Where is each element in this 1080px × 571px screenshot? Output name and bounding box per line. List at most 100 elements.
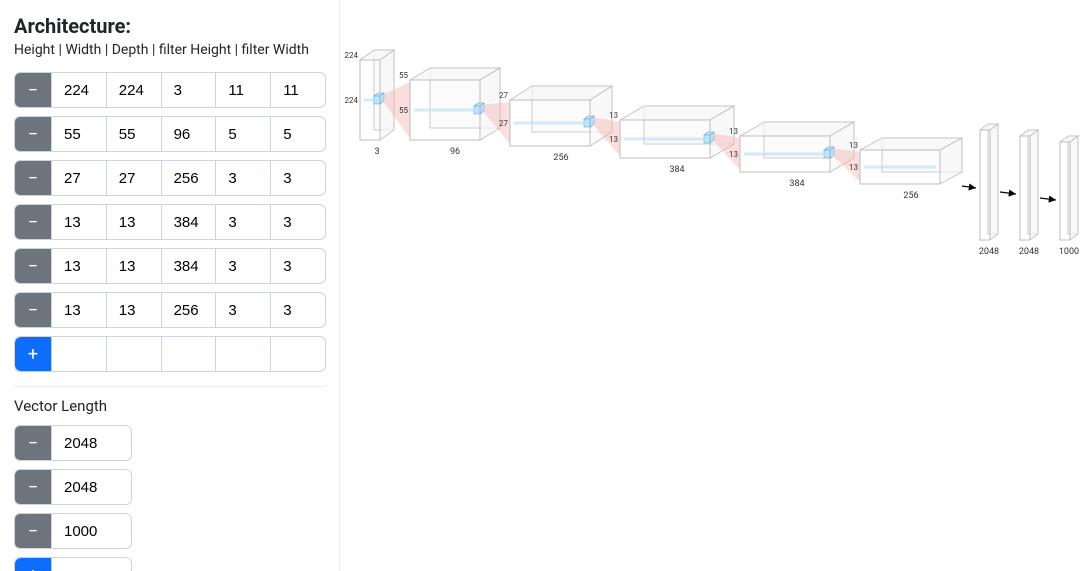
svg-text:384: 384 — [789, 179, 804, 189]
remove-button[interactable]: − — [15, 426, 51, 460]
remove-button[interactable]: − — [15, 514, 51, 548]
layer-input-d[interactable] — [172, 301, 206, 320]
layer-cell-h[interactable] — [51, 161, 106, 195]
layer-input-fw[interactable] — [281, 169, 315, 188]
layer-input-empty[interactable] — [117, 345, 151, 364]
vector-input[interactable] — [62, 478, 121, 497]
layer-cell-fh[interactable] — [215, 249, 270, 283]
vector-cell-empty[interactable] — [51, 558, 131, 571]
layer-input-h[interactable] — [62, 301, 96, 320]
add-button[interactable]: + — [15, 558, 51, 571]
layer-cell-h[interactable] — [51, 293, 106, 327]
layer-input-h[interactable] — [62, 169, 96, 188]
vector-input[interactable] — [62, 434, 121, 453]
layer-cell-empty[interactable] — [161, 337, 216, 371]
layer-input-fh[interactable] — [226, 301, 260, 320]
layer-add-row: + — [14, 336, 326, 372]
remove-button[interactable]: − — [15, 205, 51, 239]
layer-input-fw[interactable] — [281, 301, 315, 320]
layer-input-d[interactable] — [172, 125, 206, 144]
layer-input-d[interactable] — [172, 213, 206, 232]
layer-cell-d[interactable] — [161, 161, 216, 195]
layer-input-w[interactable] — [117, 257, 151, 276]
layer-cell-d[interactable] — [161, 117, 216, 151]
layer-input-fh[interactable] — [226, 81, 260, 100]
layer-cell-fw[interactable] — [270, 161, 325, 195]
svg-text:55: 55 — [399, 106, 408, 115]
layer-cell-w[interactable] — [106, 117, 161, 151]
layer-cell-fh[interactable] — [215, 73, 270, 107]
layer-cell-empty[interactable] — [215, 337, 270, 371]
remove-button[interactable]: − — [15, 293, 51, 327]
remove-button[interactable]: − — [15, 161, 51, 195]
layer-input-w[interactable] — [117, 125, 151, 144]
layer-cell-empty[interactable] — [51, 337, 106, 371]
layer-input-w[interactable] — [117, 81, 151, 100]
layer-input-d[interactable] — [172, 169, 206, 188]
layer-cell-d[interactable] — [161, 205, 216, 239]
layer-input-fw[interactable] — [281, 257, 315, 276]
layer-cell-w[interactable] — [106, 249, 161, 283]
vector-input-empty[interactable] — [62, 566, 121, 571]
layer-cell-fh[interactable] — [215, 161, 270, 195]
layer-input-h[interactable] — [62, 81, 96, 100]
layer-row: − — [14, 72, 326, 108]
layer-input-h[interactable] — [62, 213, 96, 232]
layer-cell-h[interactable] — [51, 249, 106, 283]
layer-cell-d[interactable] — [161, 73, 216, 107]
layer-cell-fw[interactable] — [270, 293, 325, 327]
layer-cell-fw[interactable] — [270, 73, 325, 107]
layer-cell-fh[interactable] — [215, 293, 270, 327]
remove-button[interactable]: − — [15, 470, 51, 504]
layer-input-fw[interactable] — [281, 213, 315, 232]
layer-cell-fw[interactable] — [270, 249, 325, 283]
svg-text:2048: 2048 — [1019, 247, 1039, 257]
svg-text:224: 224 — [345, 96, 359, 105]
layer-cell-h[interactable] — [51, 73, 106, 107]
layer-input-w[interactable] — [117, 301, 151, 320]
layer-cell-h[interactable] — [51, 117, 106, 151]
viz-svg: 2242243555596272725613133841313384131325… — [340, 0, 1080, 400]
layer-cell-h[interactable] — [51, 205, 106, 239]
layer-cell-w[interactable] — [106, 73, 161, 107]
layer-cell-empty[interactable] — [270, 337, 325, 371]
layer-cell-fw[interactable] — [270, 205, 325, 239]
config-panel: Architecture: Height | Width | Depth | f… — [0, 0, 340, 571]
layer-input-w[interactable] — [117, 213, 151, 232]
layer-input-empty[interactable] — [226, 345, 260, 364]
layer-input-fh[interactable] — [226, 125, 260, 144]
layer-input-fh[interactable] — [226, 257, 260, 276]
add-button[interactable]: + — [15, 337, 51, 371]
vector-cell[interactable] — [51, 470, 131, 504]
layer-input-fw[interactable] — [281, 125, 315, 144]
layer-cell-fh[interactable] — [215, 205, 270, 239]
vector-title: Vector Length — [14, 397, 325, 415]
remove-button[interactable]: − — [15, 73, 51, 107]
layer-cell-empty[interactable] — [106, 337, 161, 371]
layer-cell-w[interactable] — [106, 161, 161, 195]
layer-cell-w[interactable] — [106, 205, 161, 239]
layer-input-h[interactable] — [62, 257, 96, 276]
layer-input-fh[interactable] — [226, 213, 260, 232]
layer-input-empty[interactable] — [172, 345, 206, 364]
layer-cell-w[interactable] — [106, 293, 161, 327]
layer-cell-d[interactable] — [161, 293, 216, 327]
separator — [14, 386, 325, 387]
remove-button[interactable]: − — [15, 249, 51, 283]
layer-cell-fw[interactable] — [270, 117, 325, 151]
layer-cell-fh[interactable] — [215, 117, 270, 151]
layer-input-fh[interactable] — [226, 169, 260, 188]
layer-input-h[interactable] — [62, 125, 96, 144]
layer-input-d[interactable] — [172, 81, 206, 100]
layer-input-d[interactable] — [172, 257, 206, 276]
vector-cell[interactable] — [51, 426, 131, 460]
layer-cell-d[interactable] — [161, 249, 216, 283]
vector-cell[interactable] — [51, 514, 131, 548]
layer-input-fw[interactable] — [281, 81, 315, 100]
layer-input-empty[interactable] — [281, 345, 315, 364]
columns-header: Height | Width | Depth | filter Height |… — [14, 42, 325, 58]
remove-button[interactable]: − — [15, 117, 51, 151]
layer-input-empty[interactable] — [62, 345, 96, 364]
layer-input-w[interactable] — [117, 169, 151, 188]
vector-input[interactable] — [62, 522, 121, 541]
